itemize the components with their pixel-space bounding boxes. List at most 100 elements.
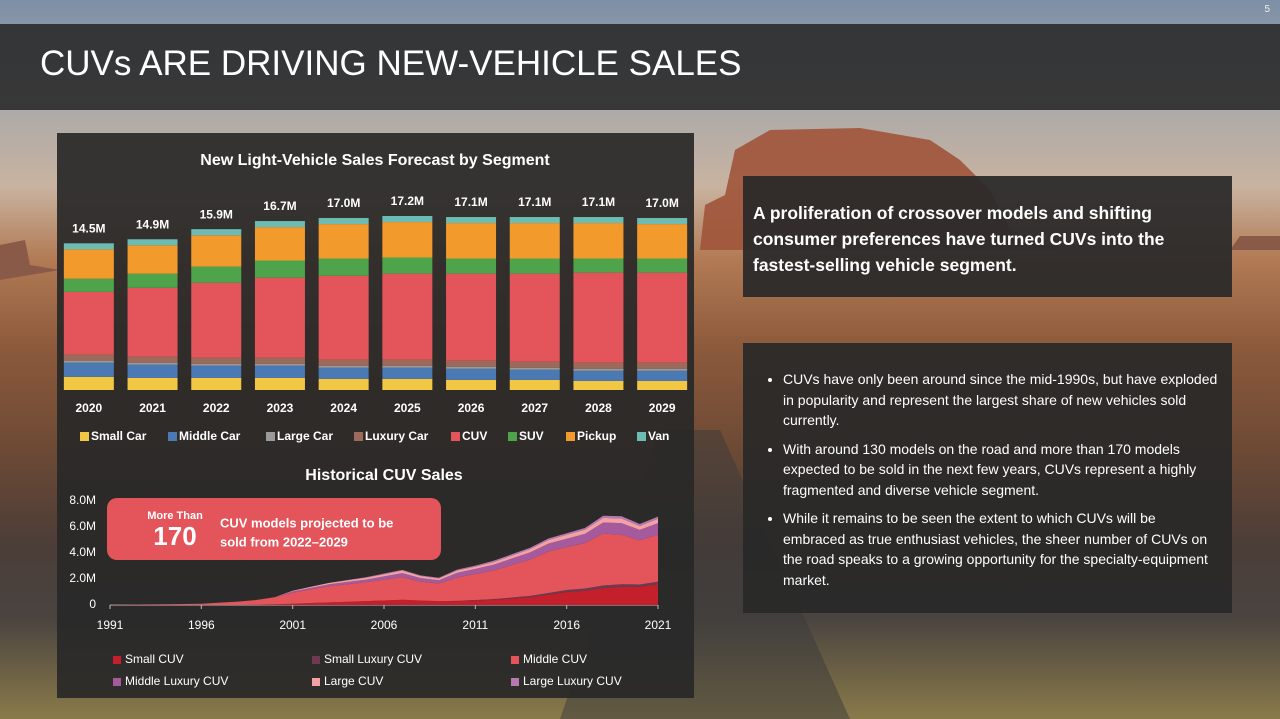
page-number: 5 — [1264, 4, 1270, 15]
bar-segment — [637, 362, 688, 369]
bar-segment — [509, 367, 560, 370]
x-tick-label: 2011 — [462, 618, 488, 632]
bar-segment — [127, 273, 178, 288]
bar-segment — [637, 218, 688, 225]
bar-segment — [254, 227, 305, 261]
y-tick-label: 6.0M — [69, 519, 96, 533]
bar-segment — [637, 370, 688, 381]
bar-segment — [446, 368, 497, 380]
bar-segment — [446, 258, 497, 274]
x-tick-label: 2001 — [279, 618, 306, 632]
legend-label: Pickup — [577, 429, 616, 443]
x-tick-label: 1996 — [188, 618, 215, 632]
bar-segment — [509, 258, 560, 274]
x-tick-label: 2025 — [394, 401, 421, 415]
legend-label: Small CUV — [125, 652, 184, 666]
legend-label: Middle Luxury CUV — [125, 674, 228, 688]
bar-segment — [63, 354, 114, 361]
y-tick-label: 2.0M — [69, 571, 96, 585]
x-tick-label: 2021 — [139, 401, 166, 415]
bar-segment — [573, 217, 624, 224]
bar-segment — [191, 282, 242, 358]
bar-segment — [382, 222, 433, 258]
legend-swatch — [312, 656, 320, 664]
bar-segment — [382, 367, 433, 379]
bar-segment — [191, 266, 242, 283]
bar-segment — [573, 258, 624, 273]
x-tick-label: 2026 — [458, 401, 485, 415]
bar-segment — [318, 224, 369, 259]
legend-label: SUV — [519, 429, 544, 443]
bar-segment — [509, 379, 560, 390]
legend-swatch — [168, 432, 177, 441]
bar-segment — [382, 359, 433, 366]
legend-swatch — [113, 656, 121, 664]
bar-segment — [509, 361, 560, 368]
bar-segment — [63, 362, 114, 377]
x-tick-label: 2016 — [553, 618, 580, 632]
bar-segment — [254, 377, 305, 390]
legend-label: Van — [648, 429, 669, 443]
bar-segment — [446, 273, 497, 361]
legend-label: Middle CUV — [523, 652, 587, 666]
bullet: CUVs have only been around since the mid… — [783, 369, 1218, 431]
bar-segment — [446, 366, 497, 369]
bar-segment — [382, 257, 433, 274]
bar-segment — [191, 377, 242, 390]
x-tick-label: 2021 — [645, 618, 672, 632]
total-label: 15.9M — [200, 207, 233, 221]
bar-segment — [573, 368, 624, 371]
bar-segment — [382, 273, 433, 360]
bar-segment — [63, 291, 114, 355]
bar-segment — [191, 229, 242, 236]
bar-segment — [63, 249, 114, 279]
legend-label: Large Car — [277, 429, 333, 443]
slide-title: CUVs ARE DRIVING NEW-VEHICLE SALES — [40, 44, 742, 83]
x-tick-label: 2020 — [75, 401, 102, 415]
total-label: 17.1M — [582, 195, 615, 209]
bullet-panel: CUVs have only been around since the mid… — [743, 343, 1232, 613]
bar-segment — [318, 365, 369, 368]
mesa — [0, 240, 60, 280]
bullet-list: CUVs have only been around since the mid… — [755, 369, 1218, 590]
bar-segment — [573, 362, 624, 369]
legend-swatch — [312, 678, 320, 686]
bar-segment — [254, 357, 305, 364]
legend-swatch — [511, 656, 519, 664]
total-label: 16.7M — [263, 199, 296, 213]
bar-segment — [254, 363, 305, 366]
bar-segment — [382, 365, 433, 368]
bar-segment — [637, 258, 688, 273]
bar-segment — [637, 368, 688, 371]
bar-segment — [382, 216, 433, 223]
total-label: 14.5M — [72, 221, 105, 235]
badge-prefix: More Than — [147, 510, 203, 522]
bar-segment — [637, 380, 688, 390]
area — [110, 581, 658, 605]
x-tick-label: 2027 — [521, 401, 548, 415]
legend-swatch — [354, 432, 363, 441]
legend-swatch — [566, 432, 575, 441]
legend-label: Small Luxury CUV — [324, 652, 422, 666]
bar-segment — [127, 239, 178, 246]
badge — [107, 498, 441, 560]
x-tick-label: 2029 — [649, 401, 676, 415]
bar-segment — [127, 356, 178, 363]
x-tick-label: 1991 — [97, 618, 124, 632]
bullet: With around 130 models on the road and m… — [783, 439, 1218, 501]
callout: A proliferation of crossover models and … — [743, 176, 1232, 297]
legend-label: Large Luxury CUV — [523, 674, 622, 688]
mesa — [1230, 236, 1280, 250]
bar-segment — [446, 379, 497, 390]
bar-segment — [254, 260, 305, 278]
bar-segment — [127, 245, 178, 274]
badge-number: 170 — [153, 521, 196, 551]
bar-segment — [127, 364, 178, 378]
bullet: While it remains to be seen the extent t… — [783, 508, 1218, 590]
bar-segment — [318, 275, 369, 360]
area — [110, 533, 658, 605]
bar-segment — [637, 224, 688, 259]
bar-segment — [509, 223, 560, 259]
bar-segment — [127, 362, 178, 365]
